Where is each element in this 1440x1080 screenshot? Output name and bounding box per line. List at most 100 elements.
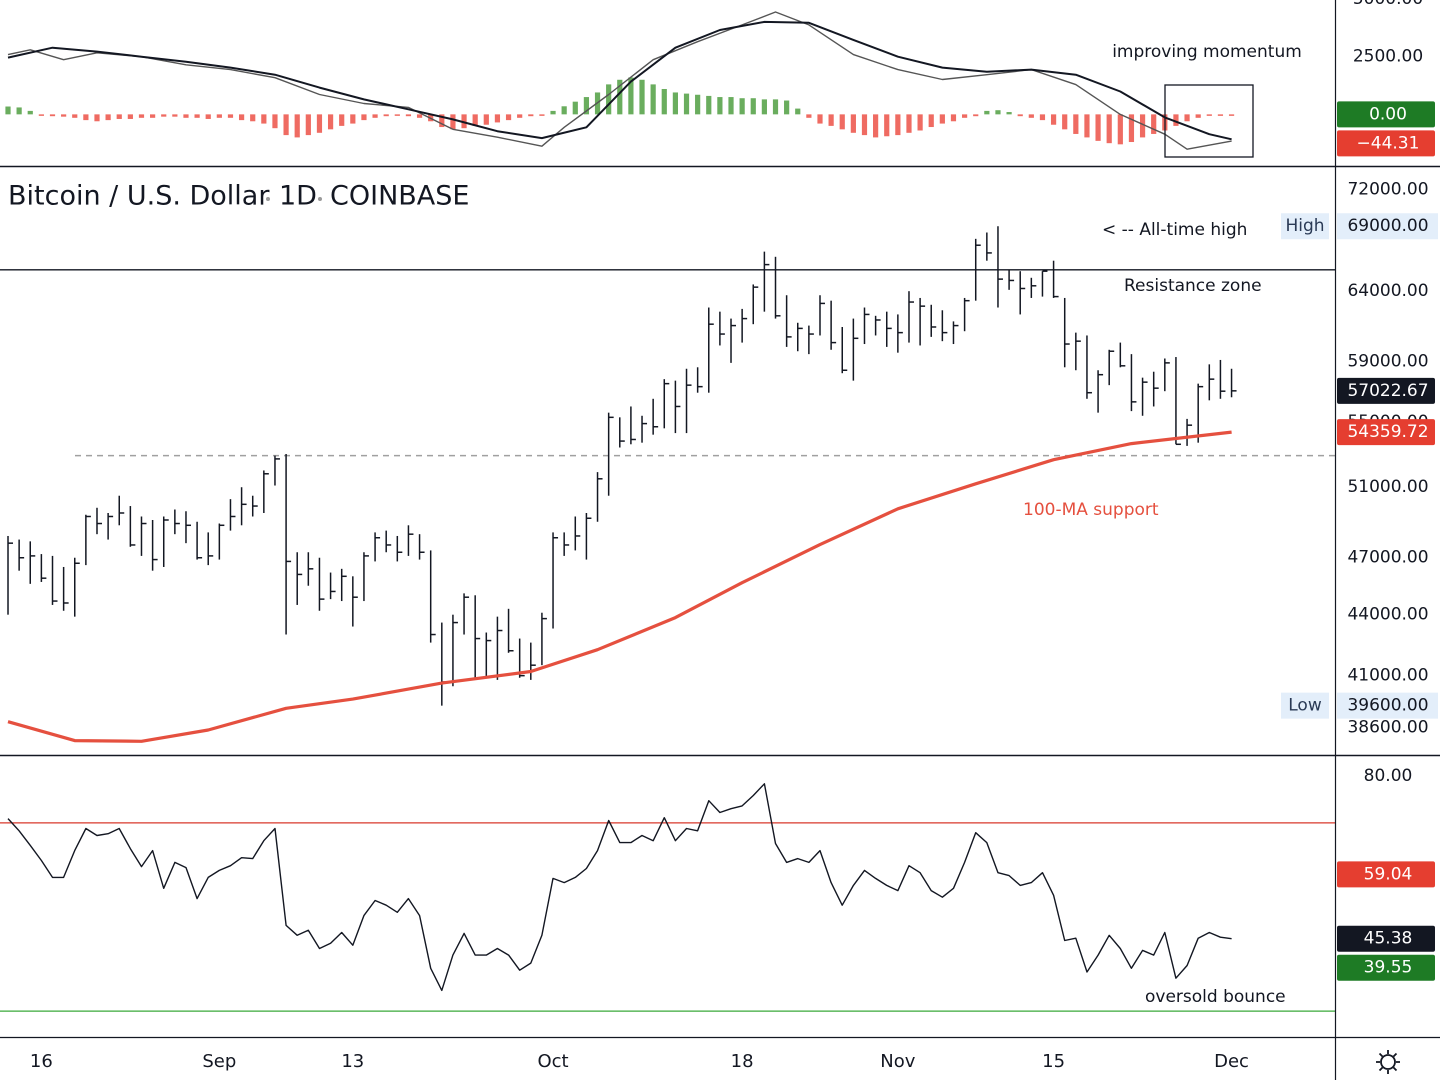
annotation: 100-MA support xyxy=(1023,500,1159,520)
exchange-title: COINBASE xyxy=(330,181,469,212)
extreme-value: 69000.00 xyxy=(1347,216,1428,236)
histogram-bar xyxy=(94,114,100,122)
price-label: 39.55 xyxy=(1364,958,1413,978)
histogram-bar xyxy=(405,114,412,117)
histogram-bar xyxy=(305,114,311,136)
price-label-box xyxy=(1337,101,1435,128)
y-tick-label: 44000.00 xyxy=(1347,605,1428,625)
histogram-bar xyxy=(1084,114,1090,138)
histogram-bar xyxy=(327,114,334,130)
x-tick-label: Oct xyxy=(537,1051,568,1072)
price-label: 45.38 xyxy=(1364,929,1413,949)
histogram-bar xyxy=(1151,114,1157,134)
histogram-bar xyxy=(528,114,534,117)
histogram-bar xyxy=(706,95,712,115)
histogram-bar xyxy=(1050,114,1057,125)
extreme-tag: Low xyxy=(1288,696,1322,716)
histogram-bar xyxy=(1006,112,1012,115)
rsi-line xyxy=(7,783,1232,992)
price-label-box xyxy=(1337,130,1435,157)
highlight-box xyxy=(1164,84,1254,158)
histogram-bar xyxy=(383,114,389,117)
x-tick-label: Sep xyxy=(202,1051,236,1072)
histogram-bar xyxy=(761,99,767,115)
histogram-bar xyxy=(1062,114,1068,130)
histogram-bar xyxy=(1106,114,1112,144)
histogram-bar xyxy=(906,114,912,133)
extreme-value-box xyxy=(1337,213,1438,240)
histogram-bar xyxy=(161,114,167,117)
histogram-bar xyxy=(194,114,200,118)
histogram-bar xyxy=(1128,114,1135,143)
histogram-bar xyxy=(517,114,523,118)
price-label: 59.04 xyxy=(1364,864,1413,884)
histogram-bar xyxy=(172,114,178,117)
extreme-value-box xyxy=(1337,692,1438,719)
histogram-bar xyxy=(505,114,512,121)
histogram-bar xyxy=(650,84,656,115)
y-tick-label: 2500.00 xyxy=(1353,47,1423,67)
histogram-bar xyxy=(928,114,934,128)
histogram-bar xyxy=(1095,114,1101,141)
histogram-bar xyxy=(61,114,67,117)
extreme-tag-box xyxy=(1281,692,1329,719)
extreme-value: 39600.00 xyxy=(1347,696,1428,716)
settings-icon[interactable] xyxy=(1376,1050,1400,1074)
histogram-bar xyxy=(1073,114,1079,134)
histogram-bar xyxy=(294,114,300,138)
x-tick-label: Dec xyxy=(1214,1051,1249,1072)
histogram-bar xyxy=(939,114,945,124)
histogram-bar xyxy=(227,114,234,118)
histogram-bar xyxy=(150,114,156,118)
histogram-bar xyxy=(272,114,278,129)
histogram-bar xyxy=(1039,114,1046,121)
separator-dot xyxy=(266,197,270,201)
histogram-bar xyxy=(238,114,245,121)
histogram-bar xyxy=(494,114,501,123)
histogram-bar xyxy=(1206,114,1212,116)
x-tick-label: 13 xyxy=(341,1051,364,1072)
moving-average xyxy=(7,430,1232,743)
annotation: improving momentum xyxy=(1112,42,1302,62)
annotation: oversold bounce xyxy=(1145,987,1286,1007)
histogram-bar xyxy=(695,94,701,115)
y-tick-label: 59000.00 xyxy=(1347,351,1428,371)
x-tick-label: 18 xyxy=(731,1051,754,1072)
histogram-bar xyxy=(105,114,111,121)
histogram-bar xyxy=(550,110,556,115)
histogram-bar xyxy=(539,114,545,116)
histogram-bar xyxy=(1217,114,1224,116)
histogram-bar xyxy=(795,108,801,115)
annotation: Resistance zone xyxy=(1124,276,1262,296)
histogram-bar xyxy=(394,114,400,116)
histogram-bar xyxy=(1184,114,1190,122)
histogram-bar xyxy=(606,84,612,115)
histogram-bar xyxy=(728,97,734,115)
y-tick-label: 72000.00 xyxy=(1347,179,1428,199)
histogram-bar xyxy=(450,114,456,130)
histogram-bar xyxy=(817,114,823,124)
interval-title: 1D xyxy=(279,181,317,212)
price-label-box xyxy=(1337,954,1435,981)
histogram-bar xyxy=(683,93,690,115)
y-tick-label: 80.00 xyxy=(1364,766,1413,786)
y-tick-label: 64000.00 xyxy=(1347,281,1428,301)
x-tick-label: 15 xyxy=(1042,1051,1065,1072)
histogram-bar xyxy=(772,99,779,115)
histogram-bar xyxy=(917,114,923,131)
price-label-box xyxy=(1337,419,1435,446)
histogram-bar xyxy=(828,114,834,126)
macd-line xyxy=(7,20,1232,141)
y-tick-label: 5000.00 xyxy=(1353,0,1423,9)
histogram-bar xyxy=(639,79,645,115)
price-label: 57022.67 xyxy=(1347,381,1428,401)
x-tick-label: 16 xyxy=(30,1051,53,1072)
price-label-box xyxy=(1337,925,1435,952)
price-label-box xyxy=(1337,861,1435,888)
histogram-bar xyxy=(1028,114,1034,118)
histogram-bar xyxy=(873,114,879,138)
histogram-bar xyxy=(950,114,957,122)
histogram-bar xyxy=(784,100,790,115)
